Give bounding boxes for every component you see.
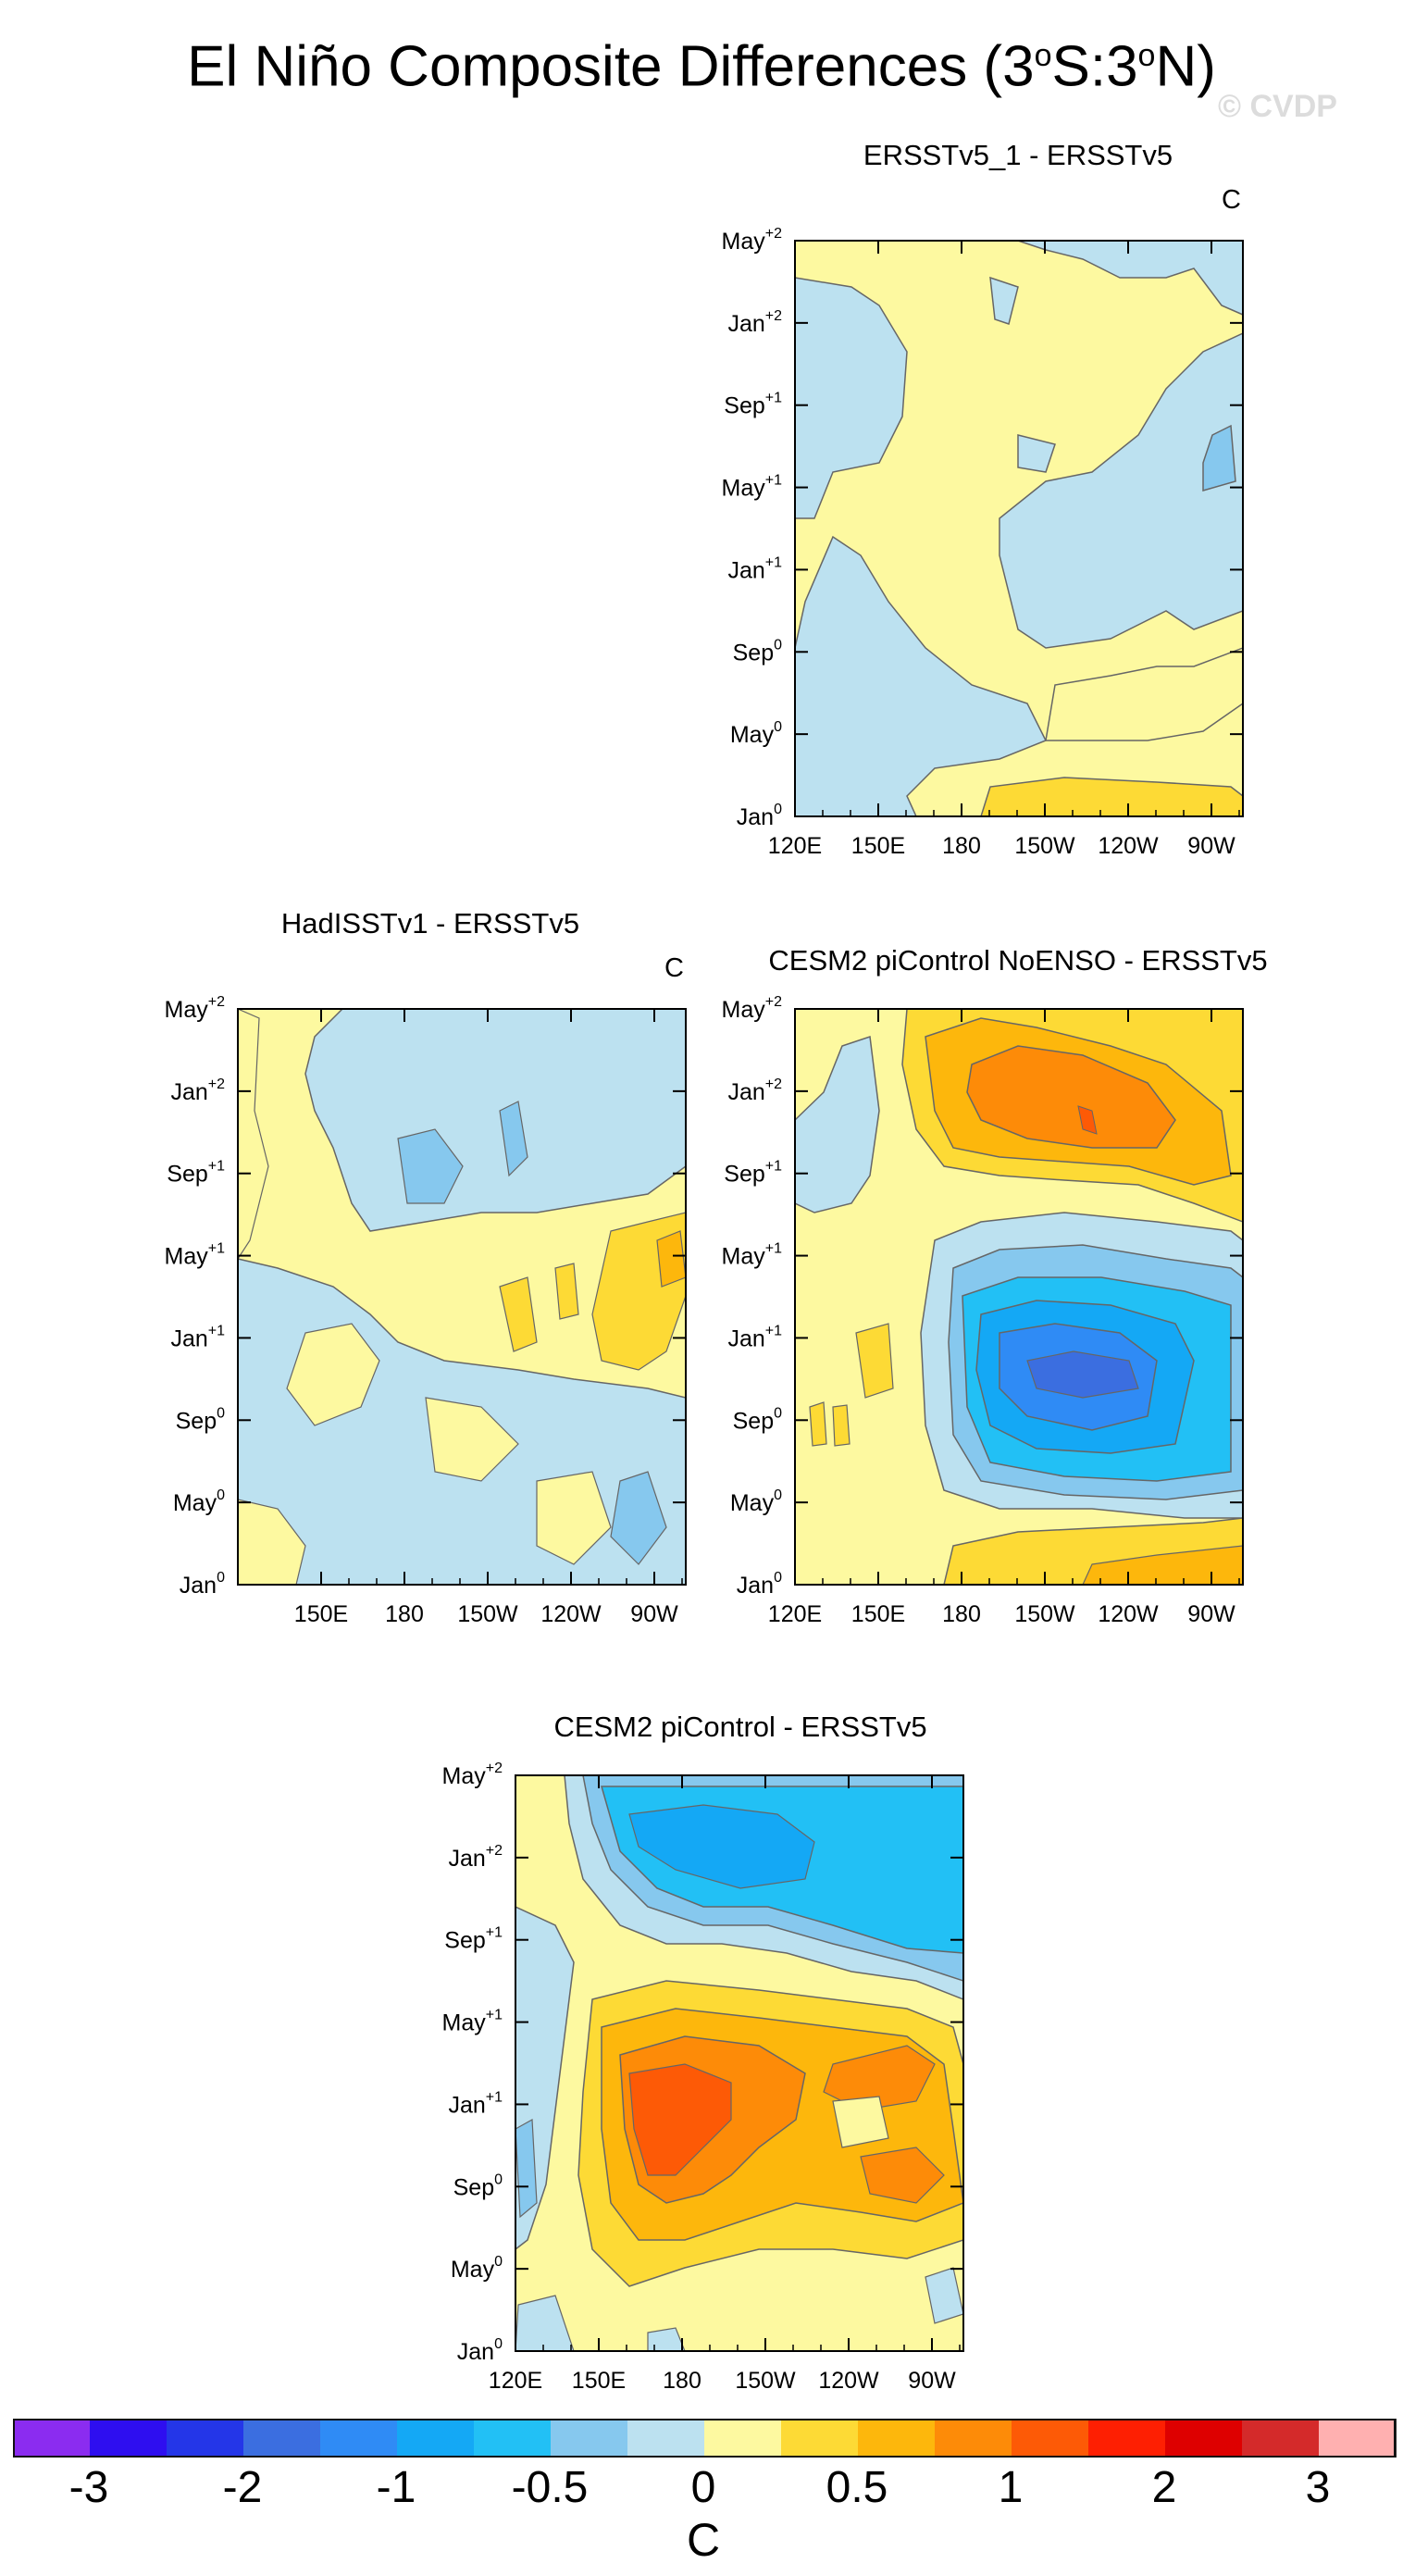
x-tick-label: 120W — [1098, 1601, 1159, 1627]
x-tick-label: 90W — [1187, 1601, 1235, 1627]
x-tick-label: 120W — [1098, 833, 1159, 859]
colorbar-swatch — [1088, 2419, 1166, 2458]
panel-title-cesm2-picontrol: CESM2 piControl - ERSSTv5 — [553, 1711, 927, 1743]
y-tick-label: May+2 — [442, 1761, 503, 1789]
heatmap-cesm2-picontrol — [515, 1775, 963, 2351]
colorbar — [13, 2419, 1397, 2458]
panel-title-cesm2-noenso: CESM2 piControl NoENSO - ERSSTv5 — [768, 944, 1268, 977]
colorbar-label: 0.5 — [826, 2463, 888, 2512]
x-tick-label: 180 — [942, 1601, 981, 1627]
y-tick-label: Jan+1 — [727, 554, 782, 583]
y-tick-label: May0 — [730, 719, 782, 748]
x-tick-label: 150W — [735, 2368, 796, 2394]
colorbar-swatch — [13, 2419, 91, 2458]
colorbar-swatch — [90, 2419, 168, 2458]
colorbar-swatch — [1319, 2419, 1397, 2458]
y-tick-label: May0 — [451, 2254, 503, 2283]
colorbar-swatch — [320, 2419, 398, 2458]
y-tick-label: Jan0 — [180, 1570, 225, 1599]
y-tick-label: Jan+1 — [448, 2089, 503, 2118]
colorbar-label: -1 — [376, 2463, 416, 2512]
y-tick-label: May+1 — [165, 1241, 226, 1270]
colorbar-label: 1 — [998, 2463, 1024, 2512]
colorbar-label: 3 — [1305, 2463, 1331, 2512]
y-tick-label: Jan+1 — [727, 1323, 782, 1351]
y-tick-label: Sep+1 — [724, 1159, 782, 1188]
x-tick-label: 90W — [908, 2368, 956, 2394]
heatmap-hadisst — [238, 1009, 686, 1585]
colorbar-unit: C — [686, 2514, 721, 2566]
y-tick-label: Jan0 — [457, 2336, 503, 2365]
y-tick-label: May+1 — [722, 1241, 783, 1270]
x-tick-label: 90W — [1187, 833, 1235, 859]
x-tick-label: 180 — [385, 1601, 424, 1627]
x-tick-label: 150E — [851, 1601, 905, 1627]
colorbar-swatch — [397, 2419, 475, 2458]
y-tick-label: Sep0 — [733, 637, 782, 666]
x-tick-label: 180 — [663, 2368, 702, 2394]
colorbar-swatch — [858, 2419, 936, 2458]
y-tick-label: Sep0 — [176, 1405, 225, 1434]
y-tick-label: May+1 — [442, 2008, 503, 2036]
heatmap-ersstv5-1 — [795, 241, 1243, 816]
panel-title-ersstv5-1: ERSSTv5_1 - ERSSTv5 — [863, 139, 1173, 171]
x-tick-label: 120W — [818, 2368, 879, 2394]
x-tick-label: 120E — [768, 1601, 822, 1627]
y-tick-label: Sep0 — [733, 1405, 782, 1434]
watermark: © CVDP — [1218, 89, 1337, 124]
panel-title-hadisst: HadISSTv1 - ERSSTv5 — [280, 907, 580, 940]
colorbar-label: 0 — [690, 2463, 716, 2512]
y-tick-label: Jan+2 — [727, 308, 782, 337]
y-tick-label: Sep+1 — [167, 1159, 225, 1188]
x-tick-label: 120E — [768, 833, 822, 859]
colorbar-swatch — [627, 2419, 705, 2458]
frame-cesm2-noenso — [794, 1008, 1244, 1586]
axes-layer: 120E 150E 180 150W 120W 90W Jan0 May0 Sep0 Jan+1 M… — [165, 226, 1243, 2394]
y-tick-label: Jan+2 — [170, 1076, 225, 1105]
x-tick-label: 120W — [540, 1601, 602, 1627]
y-tick-label: Jan+2 — [727, 1076, 782, 1105]
x-tick-label: 90W — [630, 1601, 678, 1627]
colorbar-label: -3 — [68, 2463, 109, 2512]
x-tick-label: 150W — [1014, 833, 1075, 859]
x-tick-label: 120E — [489, 2368, 542, 2394]
colorbar-label: -2 — [222, 2463, 263, 2512]
y-tick-label: Sep+1 — [444, 1925, 503, 1954]
x-tick-label: 150E — [294, 1601, 348, 1627]
colorbar-label: -0.5 — [511, 2463, 589, 2512]
x-tick-label: 150W — [457, 1601, 518, 1627]
colorbar-swatch — [474, 2419, 552, 2458]
heatmap-cesm2-noenso — [795, 1009, 1243, 1585]
main-title: El Niño Composite Differences (3oS:3oN) — [187, 34, 1216, 99]
y-tick-label: May+1 — [722, 473, 783, 502]
x-tick-label: 150E — [572, 2368, 626, 2394]
y-tick-label: Sep+1 — [724, 391, 782, 419]
y-tick-label: Jan0 — [737, 1570, 782, 1599]
panel-unit-ersstv5-1: C — [1222, 185, 1241, 215]
colorbar-label: 2 — [1151, 2463, 1177, 2512]
frame-ersstv5-1 — [794, 240, 1244, 817]
y-tick-label: May+2 — [722, 994, 783, 1023]
y-tick-label: Jan0 — [737, 802, 782, 830]
x-tick-label: 150W — [1014, 1601, 1075, 1627]
y-tick-label: Jan+2 — [448, 1843, 503, 1872]
colorbar-swatch — [1242, 2419, 1320, 2458]
colorbar-swatch — [935, 2419, 1012, 2458]
x-tick-label: 150E — [851, 833, 905, 859]
frame-hadisst — [237, 1008, 687, 1586]
colorbar-frame — [13, 2419, 1396, 2458]
colorbar-swatch — [243, 2419, 321, 2458]
y-tick-label: May0 — [173, 1487, 225, 1516]
y-tick-label: May+2 — [722, 226, 783, 255]
x-tick-label: 180 — [942, 833, 981, 859]
y-tick-label: Sep0 — [453, 2172, 503, 2200]
y-tick-label: Jan+1 — [170, 1323, 225, 1351]
y-tick-label: May+2 — [165, 994, 226, 1023]
y-tick-label: May0 — [730, 1487, 782, 1516]
frame-cesm2-picontrol — [515, 1774, 964, 2352]
panel-unit-hadisst: C — [664, 953, 684, 983]
